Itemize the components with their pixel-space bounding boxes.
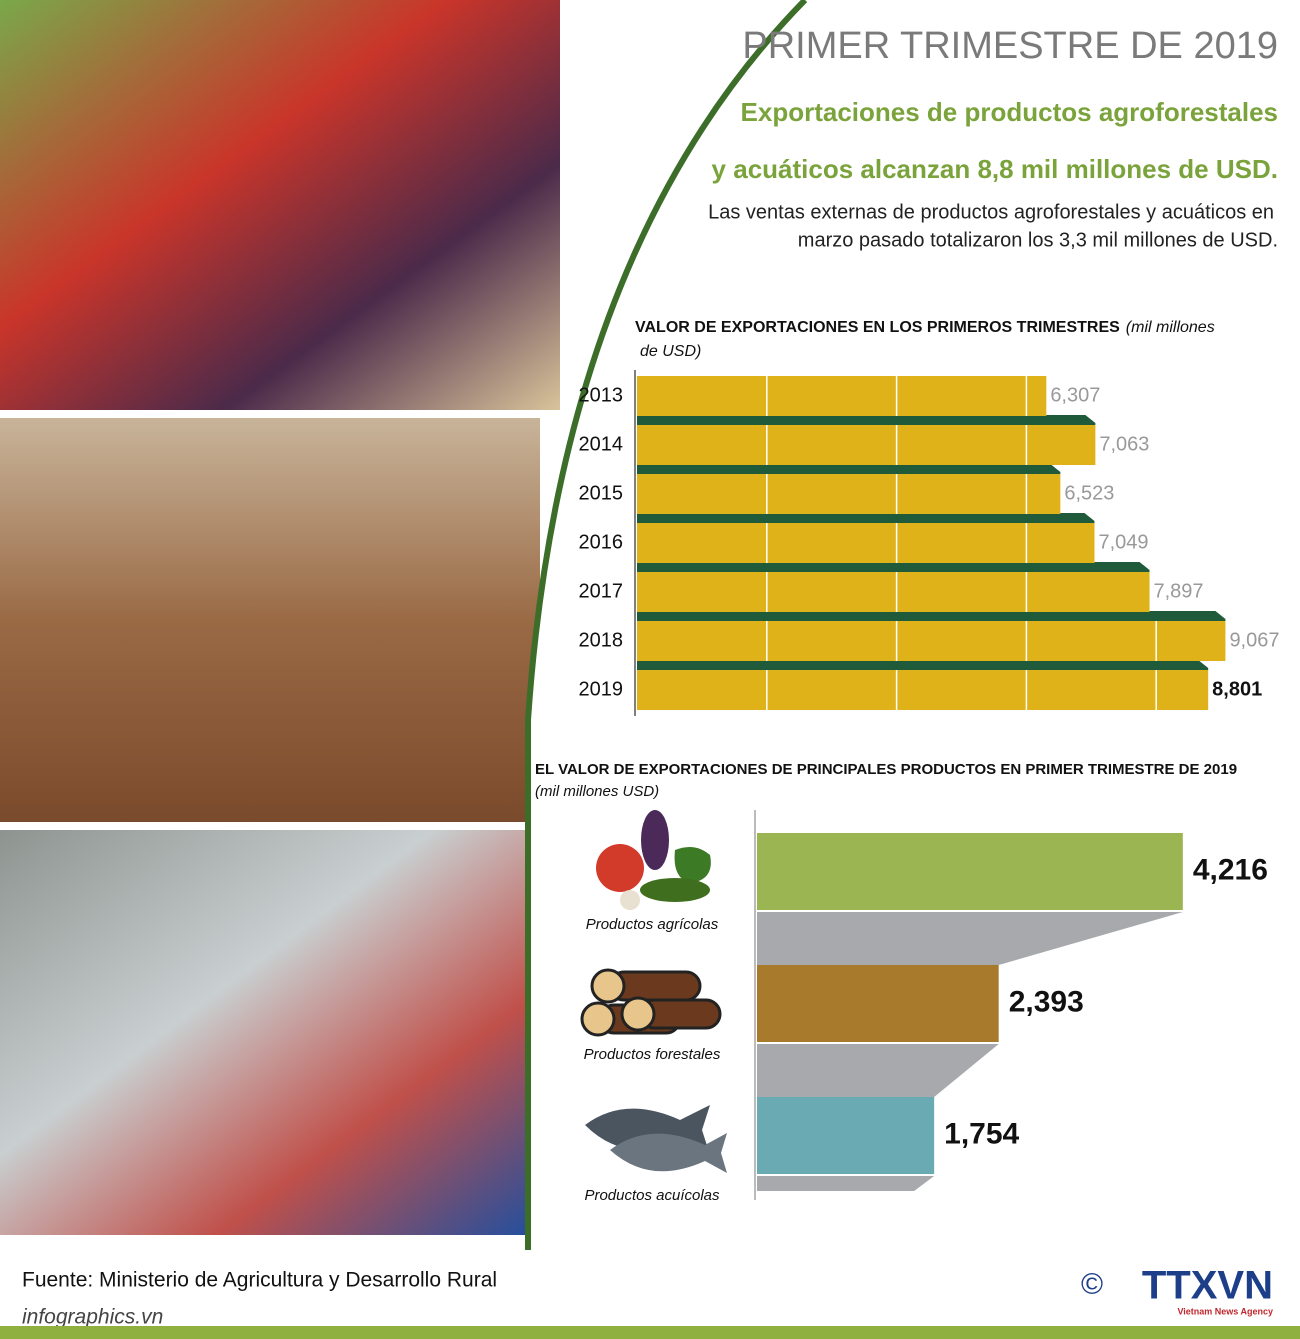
description: Las ventas externas de productos agrofor… xyxy=(708,201,1274,223)
description: marzo pasado totalizaron los 3,3 mil mil… xyxy=(798,229,1278,251)
photo-vegetables xyxy=(0,0,560,410)
chart-title: VALOR DE EXPORTACIONES EN LOS PRIMEROS T… xyxy=(635,319,1215,336)
bar-shadow xyxy=(757,912,1183,965)
chart-title: EL VALOR DE EXPORTACIONES DE PRINCIPALES… xyxy=(535,761,1237,778)
site: infographics.vn xyxy=(22,1306,163,1329)
source: Fuente: Ministerio de Agricultura y Desa… xyxy=(22,1269,497,1292)
category-label: Productos agrícolas xyxy=(586,916,719,933)
chart-unit: (mil millones xyxy=(1126,319,1215,336)
y-tick-label: 2015 xyxy=(579,482,624,504)
bar xyxy=(637,376,1047,416)
y-tick-label: 2014 xyxy=(579,433,624,455)
bar-band xyxy=(637,415,1096,425)
photo-fish xyxy=(0,830,540,1235)
divider-curve xyxy=(525,0,808,1250)
y-tick-label: 2017 xyxy=(579,580,624,602)
icon-vegetables xyxy=(596,810,711,910)
bar xyxy=(637,425,1096,465)
value-label: 7,897 xyxy=(1154,580,1204,602)
bar-band xyxy=(637,464,1061,474)
subtitle: y acuáticos alcanzan 8,8 mil millones de… xyxy=(712,154,1278,184)
chart-unit: de USD) xyxy=(640,343,701,360)
bar xyxy=(757,965,999,1042)
icon-logs xyxy=(580,968,722,1037)
bar xyxy=(637,621,1226,661)
logo-sub: Vietnam News Agency xyxy=(1177,1306,1273,1316)
footer-stripe xyxy=(0,1326,1300,1339)
bar-band xyxy=(637,660,1209,670)
chart-unit: (mil millones USD) xyxy=(535,783,659,800)
y-tick-label: 2018 xyxy=(579,629,624,651)
bar xyxy=(637,572,1150,612)
value-label: 9,067 xyxy=(1229,629,1279,651)
bar xyxy=(757,833,1183,910)
y-tick-label: 2013 xyxy=(579,384,624,406)
bar xyxy=(637,523,1095,563)
photo-factory xyxy=(0,418,540,822)
value-label: 1,754 xyxy=(944,1117,1019,1150)
category-label: Productos acuícolas xyxy=(584,1187,720,1204)
value-label: 7,063 xyxy=(1099,433,1149,455)
logo: TTXVN xyxy=(1142,1264,1273,1308)
bar-shadow xyxy=(757,1044,999,1097)
value-label: 2,393 xyxy=(1009,985,1084,1018)
value-label: 6,307 xyxy=(1050,384,1100,406)
value-label: 7,049 xyxy=(1098,531,1148,553)
y-tick-label: 2016 xyxy=(579,531,624,553)
category-label: Productos forestales xyxy=(584,1046,721,1063)
chart-title-text: VALOR DE EXPORTACIONES EN LOS PRIMEROS T… xyxy=(635,319,1120,336)
y-tick-label: 2019 xyxy=(579,678,624,700)
value-label: 4,216 xyxy=(1193,853,1268,886)
bar xyxy=(637,670,1209,710)
bar-band xyxy=(637,611,1226,621)
copyright: © xyxy=(1081,1268,1103,1301)
value-label: 8,801 xyxy=(1212,678,1262,700)
bar-shadow xyxy=(757,1176,935,1191)
bar-band xyxy=(637,513,1095,523)
bar xyxy=(637,474,1061,514)
value-label: 6,523 xyxy=(1064,482,1114,504)
subtitle: Exportaciones de productos agroforestale… xyxy=(741,97,1278,127)
bar-band xyxy=(637,562,1150,572)
icon-fish xyxy=(585,1105,727,1173)
title: PRIMER TRIMESTRE DE 2019 xyxy=(742,25,1278,67)
bar xyxy=(757,1097,935,1174)
